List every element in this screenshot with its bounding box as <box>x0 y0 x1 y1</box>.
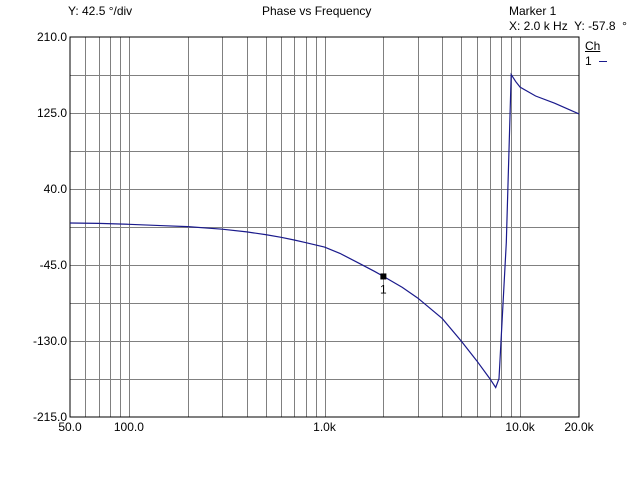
legend-header: Ch <box>585 39 601 53</box>
legend-channel-swatch <box>599 61 607 62</box>
trace <box>69 72 580 389</box>
y-tick-label: -215.0 <box>33 410 67 424</box>
x-tick-label: 50.0 <box>58 420 82 434</box>
marker-point <box>380 273 387 280</box>
marker: 1 <box>380 273 387 296</box>
y-tick-label: -45.0 <box>40 258 68 272</box>
plot-frame <box>69 36 580 418</box>
x-axis-ticks: 50.0 100.0 1.0k 10.0k 20.0k <box>58 420 594 434</box>
legend-channel-label: 1 <box>585 54 592 68</box>
marker-label: 1 <box>380 282 387 296</box>
marker-readout: X: 2.0 k Hz Y: -57.8 ° <box>509 19 627 33</box>
y-tick-label: 210.0 <box>37 30 67 44</box>
y-tick-label: 40.0 <box>44 182 68 196</box>
x-tick-label: 20.0k <box>564 420 594 434</box>
marker-title: Marker 1 <box>509 4 557 18</box>
x-tick-label: 100.0 <box>114 420 144 434</box>
grid <box>70 37 579 417</box>
y-tick-label: -130.0 <box>33 334 67 348</box>
y-axis-ticks: 210.0 125.0 40.0 -45.0 -130.0 -215.0 <box>33 30 67 424</box>
series-line-1 <box>69 72 580 389</box>
y-div-label: Y: 42.5 °/div <box>68 4 133 18</box>
chart-title: Phase vs Frequency <box>262 4 372 18</box>
x-tick-label: 1.0k <box>313 420 337 434</box>
x-tick-label: 10.0k <box>505 420 535 434</box>
y-tick-label: 125.0 <box>37 106 67 120</box>
